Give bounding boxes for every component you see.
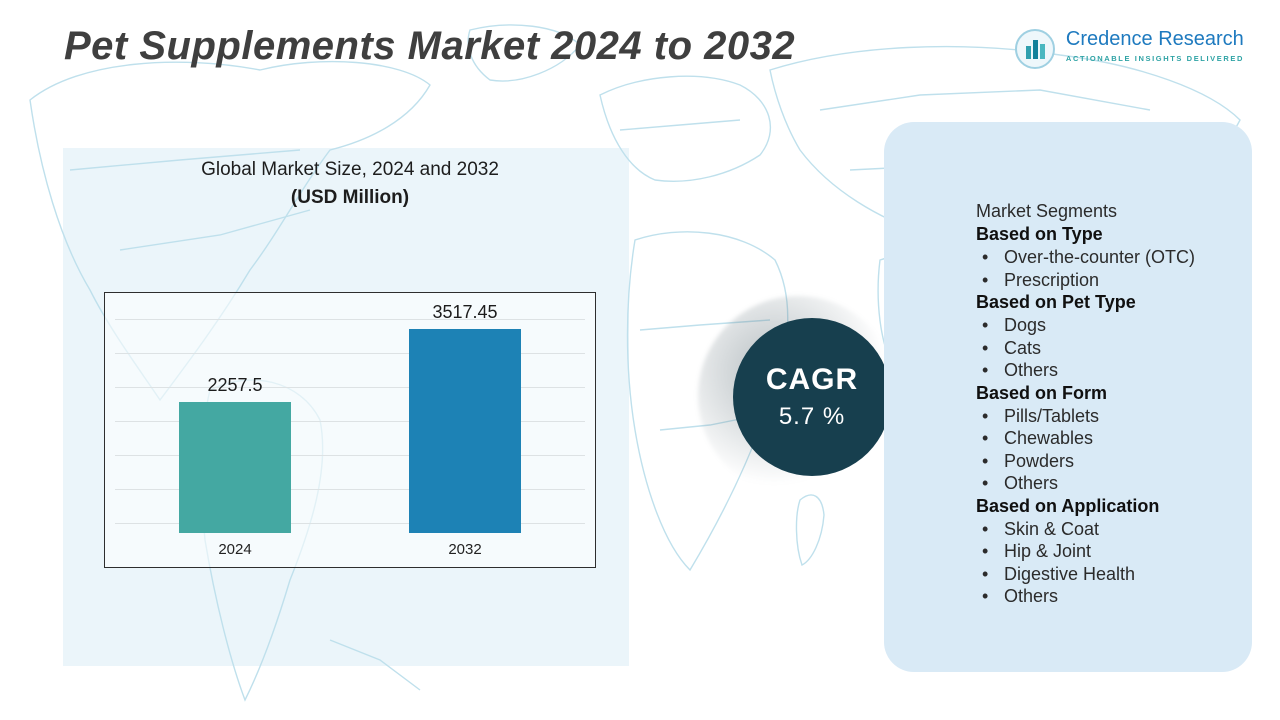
bullet-icon: • bbox=[982, 405, 989, 426]
logo-barchart-icon bbox=[1014, 29, 1055, 69]
segment-item: • Dogs bbox=[976, 314, 1234, 337]
bar-2024 bbox=[179, 402, 291, 533]
bar-value-label: 3517.45 bbox=[432, 302, 498, 322]
segments-list: Based on Type • Over-the-counter (OTC) • Pre… bbox=[976, 223, 1234, 608]
segment-heading: Based on Pet Type bbox=[976, 292, 1136, 312]
bullet-icon: • bbox=[982, 518, 989, 539]
bar-2032 bbox=[409, 329, 521, 533]
segment-item: • Powders bbox=[976, 450, 1234, 473]
segment-item-label: Pills/Tablets bbox=[1004, 405, 1100, 426]
bar-plot: 2257.5 2024 3517.45 2032 bbox=[105, 293, 595, 561]
chart-title-line2: (USD Million) bbox=[290, 187, 410, 208]
bullet-icon: • bbox=[982, 473, 989, 493]
segments-title: Market Segments bbox=[976, 201, 1118, 221]
segment-item-label: Prescription bbox=[1004, 269, 1100, 290]
cagr-label: CAGR bbox=[765, 363, 859, 396]
credence-research-logo: Credence Research ACTIONABLE INSIGHTS DE… bbox=[1014, 28, 1244, 70]
segment-item-label: Digestive Health bbox=[1004, 563, 1136, 584]
segment-heading: Based on Form bbox=[976, 382, 1108, 403]
segment-item-label: Others bbox=[1004, 360, 1059, 380]
segment-item: • Digestive Health bbox=[976, 563, 1234, 586]
segment-item: • Others bbox=[976, 472, 1234, 495]
bar-chart-panel: 2257.5 2024 3517.45 2032 bbox=[104, 292, 596, 568]
market-segments-panel: Market Segments Based on Type • Over-the-c… bbox=[884, 122, 1252, 672]
segment-item-label: Others bbox=[1004, 473, 1059, 493]
bar-value-label: 2257.5 bbox=[207, 375, 263, 395]
segment-item-label: Hip & Joint bbox=[1004, 541, 1092, 561]
bullet-icon: • bbox=[982, 428, 989, 448]
bullet-icon: • bbox=[982, 541, 989, 561]
segment-item: • Prescription bbox=[976, 269, 1234, 292]
segment-item-label: Skin & Coat bbox=[1004, 518, 1100, 539]
bar-category-label: 2032 bbox=[448, 541, 482, 558]
bullet-icon: • bbox=[982, 315, 989, 335]
bullet-icon: • bbox=[982, 586, 989, 606]
segment-item-label: Powders bbox=[1004, 450, 1075, 471]
bullet-icon: • bbox=[982, 450, 989, 471]
page-title: Pet Supplements Market 2024 to 2032 bbox=[64, 24, 796, 68]
segment-item: • Hip & Joint bbox=[976, 540, 1234, 563]
segment-item-label: Others bbox=[1004, 586, 1059, 606]
bullet-icon: • bbox=[982, 563, 989, 584]
chart-title-line1: Global Market Size, 2024 and 2032 bbox=[201, 159, 499, 180]
segment-item: • Chewables bbox=[976, 427, 1234, 450]
cagr-badge: CAGR 5.7 % bbox=[733, 318, 891, 476]
segment-item: • Skin & Coat bbox=[976, 518, 1234, 541]
segment-heading: Based on Application bbox=[976, 495, 1160, 516]
bullet-icon: • bbox=[982, 337, 989, 358]
segment-heading: Based on Type bbox=[976, 224, 1103, 244]
segment-item-label: Dogs bbox=[1004, 315, 1047, 335]
chart-title: Global Market Size, 2024 and 2032 (USD M… bbox=[104, 156, 596, 212]
cagr-value: 5.7 % bbox=[778, 403, 846, 430]
segment-item-label: Over-the-counter (OTC) bbox=[1004, 247, 1196, 267]
segment-item: • Over-the-counter (OTC) bbox=[976, 246, 1234, 269]
logo-name: Credence Research bbox=[1065, 28, 1244, 50]
bar-group-2024: 2257.5 2024 bbox=[179, 375, 291, 561]
bullet-icon: • bbox=[982, 269, 989, 290]
logo-tagline: ACTIONABLE INSIGHTS DELIVERED bbox=[1065, 54, 1244, 63]
segment-item: • Others bbox=[976, 585, 1234, 608]
segment-item: • Cats bbox=[976, 337, 1234, 360]
logo-text: Credence Research ACTIONABLE INSIGHTS DE… bbox=[1066, 28, 1244, 63]
bar-category-label: 2024 bbox=[218, 541, 252, 558]
bullet-icon: • bbox=[982, 247, 989, 267]
segment-item: • Pills/Tablets bbox=[976, 405, 1234, 428]
segment-item-label: Chewables bbox=[1004, 428, 1094, 448]
bar-group-2032: 3517.45 2032 bbox=[409, 302, 521, 561]
segment-item: • Others bbox=[976, 359, 1234, 382]
segment-item-label: Cats bbox=[1004, 337, 1042, 358]
bullet-icon: • bbox=[982, 360, 989, 380]
